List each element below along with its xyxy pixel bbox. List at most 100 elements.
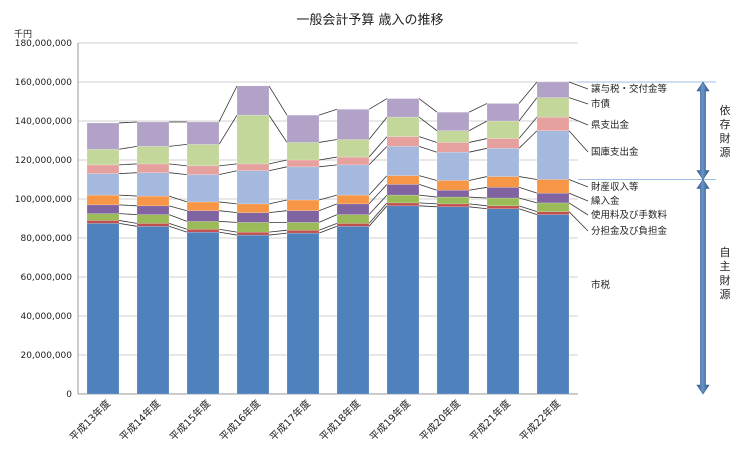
connector-line (418, 194, 438, 198)
connector-line (518, 197, 538, 204)
connector-line (118, 220, 138, 224)
bar-segment (236, 234, 270, 395)
connector-line (468, 206, 488, 210)
connector-line (468, 147, 488, 153)
connector-line (518, 116, 538, 139)
connector-line (518, 81, 538, 104)
connector-line (268, 114, 288, 143)
connector-line (518, 205, 538, 213)
series-label: 県支出金 (591, 119, 630, 131)
bar-segment (486, 205, 520, 209)
label-leader-line (568, 116, 589, 126)
connector-line (118, 194, 138, 197)
bar-segment (386, 194, 420, 204)
bar-segment (286, 142, 320, 161)
bar-segment (186, 165, 220, 175)
x-tick-label: 平成17年度 (267, 397, 313, 443)
bar-segment (336, 139, 370, 158)
bar-segment (236, 114, 270, 165)
own-revenue-arrow (696, 178, 710, 395)
bar-segment (136, 172, 170, 197)
bar-segment (436, 130, 470, 143)
bar-segment (386, 202, 420, 207)
bar-segment (186, 121, 220, 145)
connector-line (218, 231, 238, 236)
connector-line (168, 163, 188, 167)
x-axis-ticks: 平成13年度 平成14年度 平成15年度 平成16年度 平成17年度 平成18年度 平成19… (67, 397, 563, 443)
label-leader-line (568, 179, 589, 188)
y-tick-label: 0 (66, 390, 72, 400)
bar-segment (236, 231, 270, 236)
bar-segment (136, 223, 170, 227)
bar-segment (486, 138, 520, 149)
connector-line (518, 130, 538, 149)
bar-segment (236, 85, 270, 116)
bar-segment (186, 231, 220, 395)
connector-line (218, 228, 238, 233)
y-axis-ticks: 0 20,000,000 40,000,000 60,000,000 80,000,00… (15, 39, 73, 400)
bar-segment (386, 146, 420, 176)
connector-line (368, 98, 388, 110)
x-tick-label: 平成14年度 (117, 397, 163, 443)
label-leader-line (568, 130, 589, 153)
connector-line (468, 196, 488, 199)
connector-line (268, 166, 288, 172)
x-tick-label: 平成19年度 (367, 397, 413, 443)
connector-line (418, 202, 438, 205)
bar-segment (286, 166, 320, 201)
connector-line (368, 202, 388, 224)
bar-segment (136, 121, 170, 147)
connector-line (218, 170, 238, 176)
bar-segment (486, 103, 520, 122)
bar-segment (86, 223, 120, 395)
bar-segment (236, 163, 270, 171)
x-tick-label: 平成21年度 (467, 397, 513, 443)
y-tick-label: 20,000,000 (20, 351, 72, 361)
connector-line (268, 232, 288, 236)
connector-line (268, 229, 288, 233)
bar-segment (336, 109, 370, 140)
label-leader-line (568, 202, 589, 216)
series-label: 国庫支出金 (591, 146, 639, 158)
label-leader-line (568, 192, 589, 202)
chart-title: 一般会計予算 歳入の推移 (296, 12, 443, 28)
connector-line (168, 172, 188, 176)
bar-segment (286, 232, 320, 395)
bar-segment (536, 211, 570, 215)
connector-line (418, 116, 438, 132)
bar-segment (436, 196, 470, 205)
bar-segment (386, 98, 420, 118)
bar-segment (136, 163, 170, 173)
connector-line (318, 164, 338, 168)
series-label: 市債 (591, 98, 611, 110)
bar-segment (336, 223, 370, 227)
x-tick-label: 平成13年度 (67, 397, 113, 443)
connector-line (218, 114, 238, 145)
connector-line (368, 146, 388, 166)
connector-line (118, 172, 138, 175)
series-label: 分担金及び負担金 (591, 225, 668, 237)
bar-segment (86, 164, 120, 174)
bar-segment (86, 220, 120, 224)
connector-line (468, 103, 488, 113)
connector-line (368, 136, 388, 158)
dependent-revenue-label: 依存財源 (720, 104, 731, 159)
segment-connector-lines (118, 81, 538, 236)
bar-segment (286, 222, 320, 231)
connector-line (218, 210, 238, 214)
connector-line (318, 223, 338, 231)
connector-line (218, 201, 238, 205)
y-tick-label: 160,000,000 (15, 78, 73, 88)
connector-line (468, 120, 488, 132)
bar-segment (536, 214, 570, 395)
connector-line (468, 203, 488, 207)
connector-line (318, 108, 338, 116)
label-leader-line (568, 211, 589, 232)
connector-line (418, 136, 438, 143)
connector-line (318, 214, 338, 223)
connector-line (168, 222, 188, 230)
series-label: 使用料及び手数料 (591, 209, 668, 221)
connector-line (318, 194, 338, 201)
connector-line (418, 205, 438, 208)
bar-segment (486, 176, 520, 188)
